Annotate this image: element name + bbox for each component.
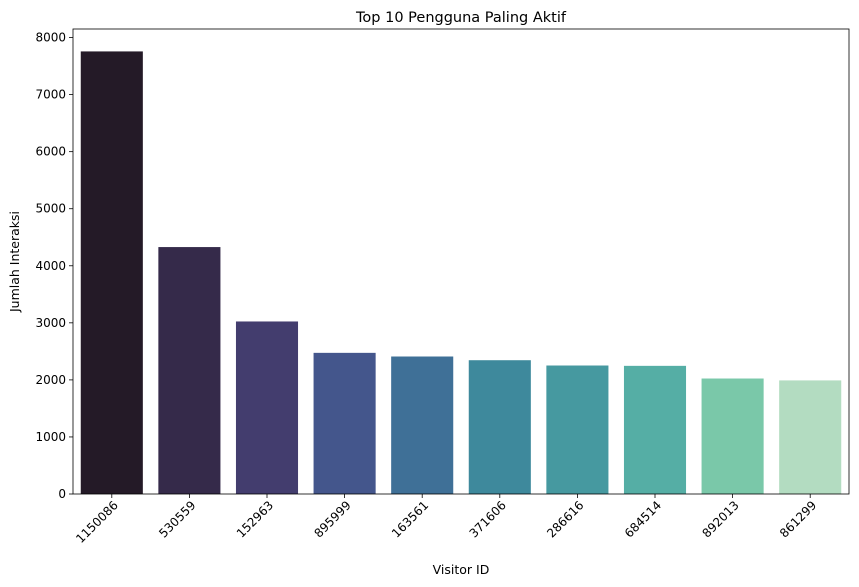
x-tick-label: 530559 xyxy=(156,498,198,540)
y-tick-label: 3000 xyxy=(35,316,66,330)
bar-895999 xyxy=(313,352,376,494)
x-tick-label: 163561 xyxy=(389,498,431,540)
x-tick-label: 892013 xyxy=(699,498,741,540)
x-tick-label: 895999 xyxy=(311,498,353,540)
y-tick-label: 4000 xyxy=(35,259,66,273)
bar-286616 xyxy=(546,365,609,494)
x-tick-label: 861299 xyxy=(777,498,819,540)
y-axis: 0 1000 2000 3000 4000 5000 6000 7000 8000 xyxy=(35,31,73,501)
y-tick-label: 7000 xyxy=(35,88,66,102)
chart-title: Top 10 Pengguna Paling Aktif xyxy=(355,10,567,26)
bar-1150086 xyxy=(80,51,143,495)
bar-163561 xyxy=(391,356,454,494)
x-tick-label: 152963 xyxy=(234,498,276,540)
y-tick-label: 6000 xyxy=(35,145,66,159)
x-tick-label: 286616 xyxy=(544,498,586,540)
x-axis-label: Visitor ID xyxy=(433,562,490,577)
x-tick-label: 684514 xyxy=(622,498,664,540)
x-axis: 1150086 530559 152963 895999 163561 371606 286… xyxy=(73,494,819,546)
y-axis-label: Jumlah Interaksi xyxy=(7,211,22,313)
bar-152963 xyxy=(235,321,299,494)
bar-530559 xyxy=(158,247,221,494)
x-tick-label: 371606 xyxy=(467,498,509,540)
y-tick-label: 2000 xyxy=(35,373,66,387)
y-tick-label: 1000 xyxy=(35,430,66,444)
x-tick-label: 1150086 xyxy=(73,498,121,546)
y-tick-label: 5000 xyxy=(35,202,66,216)
y-tick-label: 0 xyxy=(58,487,66,501)
bar-684514 xyxy=(623,365,687,494)
y-tick-label: 8000 xyxy=(35,31,66,45)
plot-frame xyxy=(72,28,850,495)
bars-group xyxy=(80,51,842,495)
bar-892013 xyxy=(701,378,764,494)
bar-861299 xyxy=(779,380,842,494)
bar-371606 xyxy=(468,360,531,494)
